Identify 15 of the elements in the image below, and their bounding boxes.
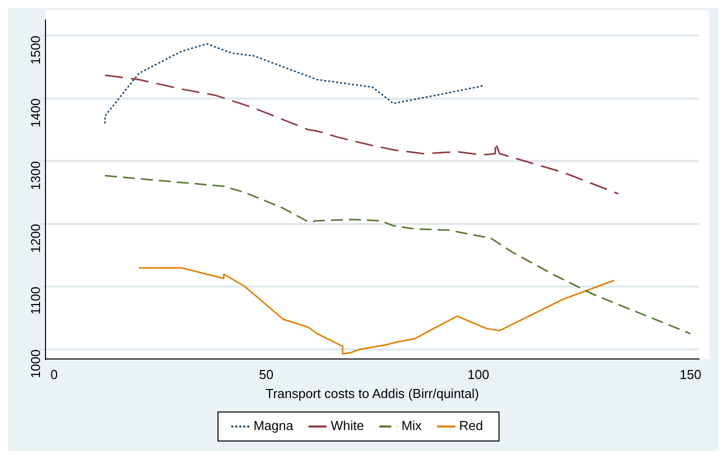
legend-label: White [330,418,364,434]
y-tick-label: 1500 [28,36,44,65]
legend-label: Magna [253,418,294,434]
legend-label: Red [459,418,484,434]
y-tick-label: 1000 [28,349,44,378]
x-axis-title: Transport costs to Addis (Birr/quintal) [266,386,479,401]
y-tick-label: 1300 [28,161,44,190]
x-tick-label: 150 [680,367,702,382]
legend-label: Mix [401,418,422,434]
y-tick-label: 1200 [28,224,44,253]
x-tick-label: 50 [258,367,274,382]
y-tick-label: 1100 [28,286,44,315]
x-tick-label: 100 [468,367,490,382]
x-tick-label: 0 [50,367,58,382]
y-tick-label: 1400 [28,98,44,128]
